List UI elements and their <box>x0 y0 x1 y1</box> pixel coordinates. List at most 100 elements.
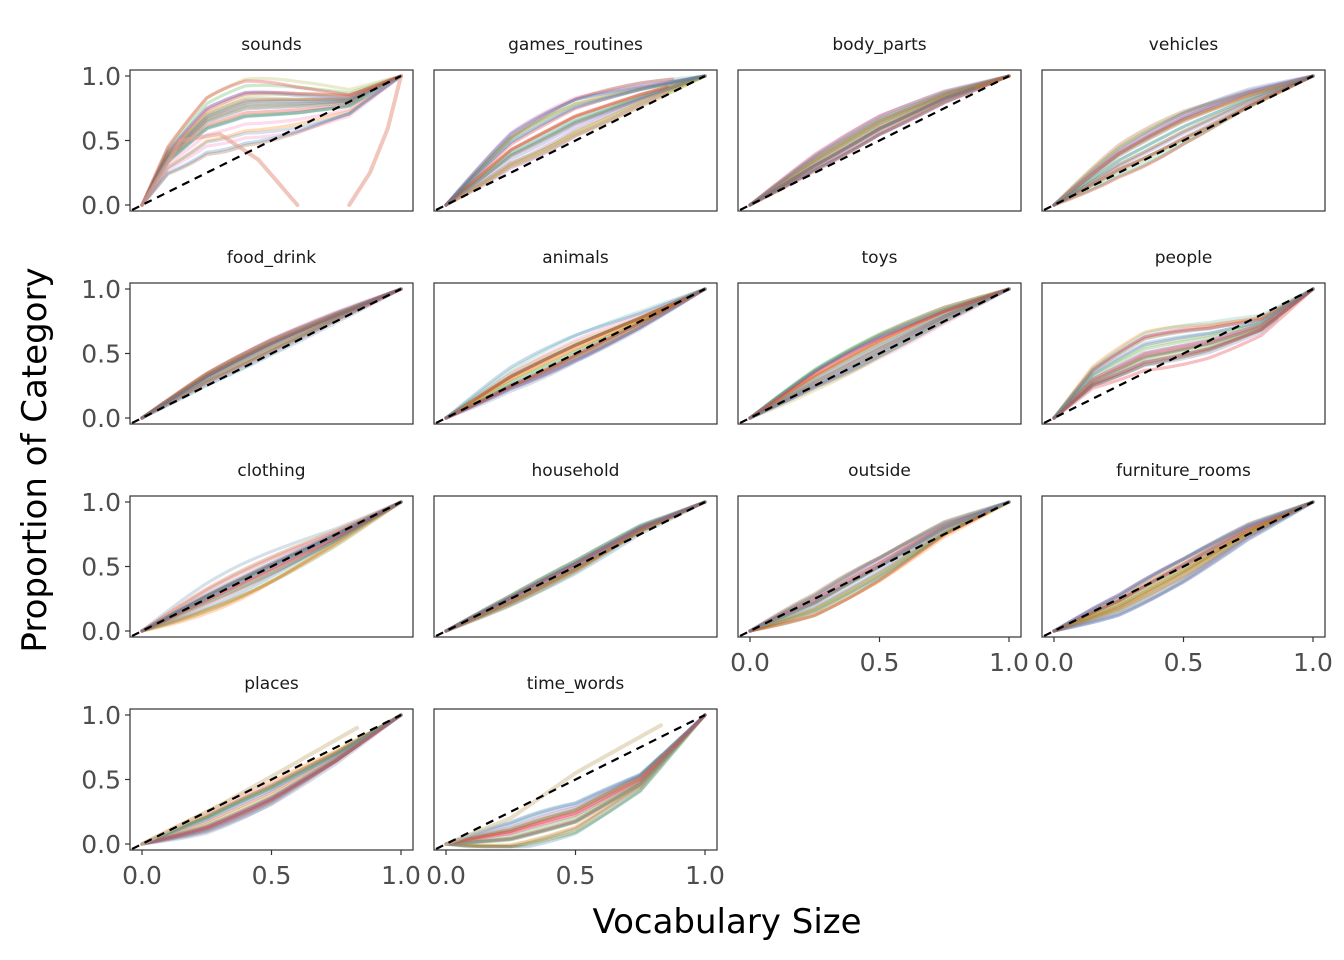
series-line-time_words-3 <box>444 713 707 849</box>
series-line-body_parts-4 <box>748 74 1011 207</box>
series-line-sounds-8 <box>140 74 403 207</box>
series-line-body_parts-7 <box>748 74 1011 207</box>
series-line-games_routines-7 <box>444 74 707 207</box>
series-line-furniture_rooms-20 <box>1052 509 1289 633</box>
series-line-clothing-13 <box>140 500 403 633</box>
series-line-body_parts-13 <box>748 74 1011 207</box>
series-line-sounds-23 <box>140 74 403 207</box>
series-line-outside-26 <box>748 500 1011 633</box>
series-line-time_words-24 <box>444 713 707 846</box>
series-line-vehicles-21 <box>1052 74 1315 207</box>
series-line-vehicles-17 <box>1052 74 1315 207</box>
panel-furniture_rooms: furniture_rooms 0.0 0.5 1.0 <box>1034 461 1333 677</box>
series-group-clothing <box>131 500 403 637</box>
series-line-games_routines-18 <box>444 74 707 207</box>
y-tick-label-food_drink-2: 1.0 <box>81 275 121 304</box>
series-line-body_parts-3 <box>748 74 1011 207</box>
series-line-time_words-16 <box>444 713 707 846</box>
series-line-games_routines-19 <box>444 74 707 207</box>
series-line-time_words-19 <box>444 713 707 849</box>
series-line-places-16 <box>140 713 403 846</box>
facet-title-places: places <box>244 674 299 694</box>
series-group-sounds <box>131 74 403 211</box>
panel-places: places 0.0 0.5 1.0 0.0 0.5 1.0 <box>81 674 421 890</box>
series-line-animals-24 <box>444 287 707 420</box>
series-line-body_parts-14 <box>748 74 1011 207</box>
panel-clothing: clothing 0.0 0.5 1.0 <box>81 461 414 646</box>
series-line-food_drink-26 <box>140 287 403 420</box>
series-line-time_words-22 <box>444 747 676 846</box>
series-group-time_words <box>435 713 707 850</box>
facet-title-toys: toys <box>862 248 898 268</box>
series-line-clothing-7 <box>140 500 403 633</box>
series-line-clothing-5 <box>140 500 403 633</box>
series-line-household-22 <box>444 500 707 633</box>
series-group-places <box>131 713 403 850</box>
series-group-people <box>1043 287 1315 424</box>
series-line-sounds-13 <box>140 74 403 207</box>
series-line-time_words-14 <box>444 713 707 849</box>
series-line-food_drink-11 <box>140 287 403 420</box>
series-line-places-12 <box>140 713 403 846</box>
y-tick-label-sounds-1: 0.5 <box>81 127 121 156</box>
series-line-places-15 <box>140 713 403 846</box>
y-tick-label-places-0: 0.0 <box>81 830 121 859</box>
series-line-food_drink-10 <box>140 304 368 420</box>
series-line-places-23 <box>140 713 403 846</box>
series-line-food_drink-2 <box>140 287 403 420</box>
series-line-body_parts-22 <box>748 74 1011 207</box>
series-line-games_routines-20 <box>444 92 667 207</box>
series-line-animals-8 <box>444 287 707 420</box>
facet-title-people: people <box>1155 248 1213 268</box>
series-line-furniture_rooms-21 <box>1052 500 1315 633</box>
chart-panels: sounds 0.0 0.5 1.0 games_routines body_parts v… <box>81 35 1333 890</box>
series-line-people-17 <box>1052 287 1315 420</box>
series-line-food_drink-14 <box>140 287 403 420</box>
panel-border-people <box>1041 282 1326 425</box>
series-line-places-4 <box>140 730 378 846</box>
facet-title-clothing: clothing <box>237 461 305 481</box>
series-line-games_routines-6 <box>444 74 707 207</box>
series-line-vehicles-19 <box>1052 74 1315 207</box>
series-group-outside <box>739 500 1011 637</box>
series-line-sounds-20 <box>140 74 403 207</box>
series-line-games_routines-14 <box>444 74 707 207</box>
series-line-furniture_rooms-10 <box>1052 500 1315 633</box>
series-line-games_routines-4 <box>444 74 707 207</box>
panel-people: people <box>1041 248 1326 425</box>
y-tick-label-clothing-1: 0.5 <box>81 553 121 582</box>
series-group-food_drink <box>131 287 403 424</box>
series-line-household-16 <box>444 500 707 633</box>
series-line-toys-1 <box>748 287 1011 420</box>
series-line-sounds-19 <box>140 74 403 207</box>
series-line-games_routines-24 <box>444 74 707 207</box>
series-line-sounds-9 <box>140 74 403 207</box>
x-tick-label-time_words-2: 1.0 <box>685 861 725 890</box>
series-line-people-6 <box>1052 287 1315 420</box>
series-group-animals <box>435 287 707 424</box>
series-line-clothing-21 <box>140 500 403 633</box>
series-line-vehicles-12 <box>1052 74 1315 207</box>
outlier-line-sounds-2 <box>347 74 403 207</box>
series-line-vehicles-2 <box>1052 74 1315 207</box>
series-line-people-18 <box>1052 316 1276 420</box>
series-line-food_drink-4 <box>140 287 403 420</box>
series-line-clothing-18 <box>140 518 367 633</box>
series-line-toys-5 <box>748 287 1011 420</box>
panel-food_drink: food_drink 0.0 0.5 1.0 <box>81 248 414 433</box>
series-line-toys-22 <box>748 287 1011 420</box>
panel-sounds: sounds 0.0 0.5 1.0 <box>81 35 414 220</box>
series-line-household-18 <box>444 500 707 633</box>
series-line-food_drink-17 <box>140 287 403 420</box>
series-line-people-2 <box>1052 287 1315 420</box>
series-line-time_words-11 <box>444 713 707 849</box>
series-line-people-8 <box>1052 287 1315 420</box>
series-line-games_routines-17 <box>444 74 707 207</box>
series-line-people-15 <box>1052 287 1315 420</box>
series-line-body_parts-25 <box>748 74 1011 207</box>
series-line-food_drink-21 <box>140 287 403 420</box>
series-line-people-14 <box>1052 316 1274 420</box>
x-tick-label-places-0: 0.0 <box>122 861 162 890</box>
series-line-sounds-5 <box>140 74 403 207</box>
